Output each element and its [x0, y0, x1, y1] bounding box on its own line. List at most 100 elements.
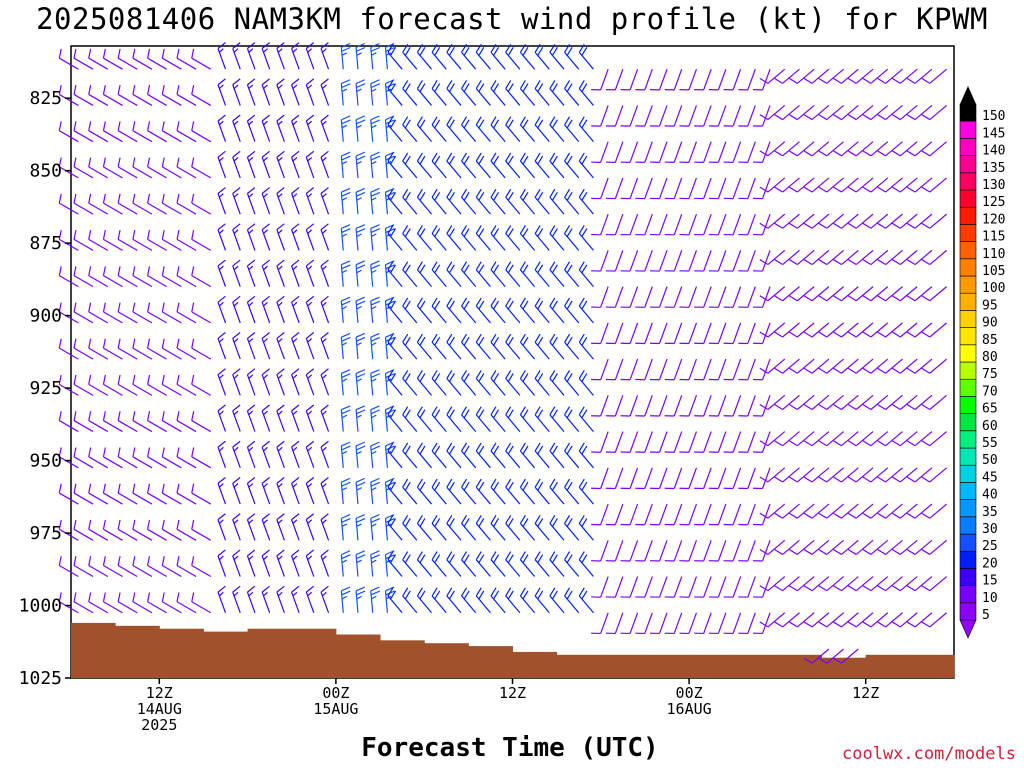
wind-barb [232, 404, 241, 432]
wind-barb [176, 411, 197, 433]
wind-barb [774, 141, 800, 157]
barb-staff [475, 233, 491, 251]
wind-barb [549, 406, 565, 432]
barb-flag [461, 442, 468, 452]
barb-flag [73, 121, 77, 131]
wind-barb [723, 68, 742, 91]
wind-barb [921, 431, 948, 447]
barb-flag [434, 554, 441, 564]
barb-staff [446, 51, 462, 70]
barb-staff [578, 305, 594, 324]
barb-staff [534, 523, 550, 541]
surface-block [733, 654, 778, 678]
barb-half-flag [341, 414, 348, 419]
barb-flag [132, 193, 136, 204]
barb-flag [387, 370, 394, 379]
barb-flag [356, 481, 366, 487]
wind-barb [591, 576, 609, 598]
barb-staff [475, 486, 491, 505]
wind-barb [708, 141, 727, 163]
wind-barb [620, 395, 639, 417]
barb-flag [833, 186, 842, 193]
barb-staff [505, 486, 521, 505]
barb-flag [132, 121, 136, 131]
barb-staff [629, 105, 639, 127]
barb-staff [885, 68, 903, 84]
barb-flag [341, 155, 351, 161]
wind-barb [387, 587, 403, 614]
wind-barb [862, 286, 889, 302]
barb-staff [461, 341, 477, 360]
wind-barb [578, 478, 594, 505]
barb-staff [320, 84, 330, 106]
barb-flag [461, 406, 468, 416]
barb-staff [416, 378, 433, 396]
barb-flag [906, 621, 916, 628]
wind-barb [605, 395, 624, 417]
barb-flag [448, 155, 455, 165]
barb-flag [551, 336, 558, 346]
barb-half-flag [385, 160, 392, 165]
barb-staff [103, 311, 123, 324]
barb-staff [475, 595, 491, 614]
barb-half-flag [307, 446, 313, 452]
barb-half-flag [277, 193, 283, 198]
barb-flag [463, 590, 470, 600]
wind-barb [788, 576, 815, 592]
barb-staff [387, 305, 403, 324]
wind-barb [818, 539, 845, 555]
wind-barb [818, 322, 845, 338]
wind-barb [753, 358, 771, 381]
barb-flag [341, 83, 351, 89]
wind-barb [88, 592, 109, 614]
barb-flag [891, 295, 901, 302]
barb-flag [161, 121, 165, 131]
barb-flag [906, 331, 916, 338]
barb-flag [320, 187, 329, 194]
barb-flag [519, 406, 526, 416]
wind-barb [370, 369, 381, 396]
barb-flag [566, 445, 573, 455]
barb-flag [402, 152, 409, 162]
barb-flag [551, 481, 558, 491]
barb-staff [431, 51, 447, 70]
wind-barb [534, 370, 550, 396]
barb-flag [578, 515, 585, 524]
barb-flag [88, 374, 92, 385]
barb-flag [117, 48, 121, 59]
barb-staff [246, 519, 256, 541]
barb-flag [566, 119, 573, 129]
wind-barb [877, 286, 903, 302]
wind-barb [191, 48, 212, 70]
wind-barb [788, 286, 815, 302]
wind-barb [58, 302, 79, 324]
barb-flag [341, 369, 351, 374]
wind-barb [921, 68, 948, 84]
barb-staff [59, 528, 79, 541]
barb-staff [261, 193, 271, 215]
wind-barb [291, 150, 300, 179]
barb-staff [841, 213, 859, 229]
barb-half-flag [341, 487, 348, 491]
barb-staff [732, 177, 742, 199]
barb-flag [176, 193, 180, 204]
barb-flag [478, 481, 485, 491]
barb-half-flag [371, 378, 377, 382]
barb-staff [811, 576, 830, 592]
barb-flag [261, 549, 270, 557]
wind-barb [102, 338, 123, 360]
barb-flag [390, 300, 397, 310]
barb-half-flag [356, 88, 362, 93]
barb-half-flag [292, 193, 298, 198]
colorbar-swatch [959, 258, 977, 277]
barb-flag [387, 116, 394, 126]
wind-barb [261, 440, 271, 469]
barb-flag [341, 264, 351, 270]
wind-barb [291, 114, 300, 142]
barb-flag [906, 222, 916, 229]
barb-flag [232, 187, 241, 194]
colorbar-label: 75 [982, 367, 998, 382]
barb-flag [161, 411, 165, 421]
barb-staff [416, 305, 433, 324]
wind-barb [833, 141, 859, 157]
